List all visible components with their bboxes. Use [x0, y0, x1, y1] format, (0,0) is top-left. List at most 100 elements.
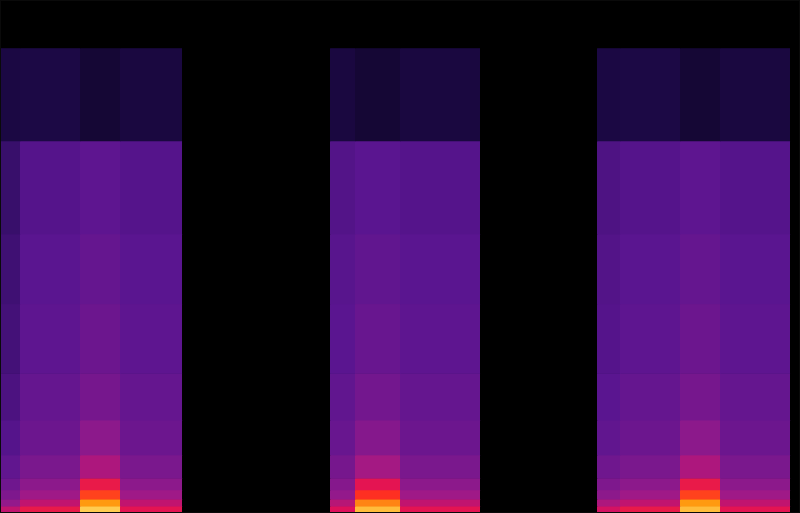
cell: [355, 499, 401, 506]
cell: [20, 478, 81, 490]
cell: [680, 490, 721, 500]
cell: [330, 48, 356, 142]
plot-frame: [1, 1, 800, 513]
cells: [0, 0, 800, 513]
cell: [355, 141, 401, 235]
cell: [620, 420, 681, 455]
cell: [120, 48, 183, 142]
cell: [720, 234, 791, 304]
cell: [790, 455, 800, 479]
cell: [20, 141, 81, 235]
cell: [620, 373, 681, 420]
cell: [80, 141, 121, 235]
cell: [80, 506, 121, 513]
cell: [597, 373, 621, 420]
cell: [680, 0, 721, 48]
cell: [0, 234, 21, 304]
cell: [0, 48, 21, 142]
cell: [120, 506, 183, 513]
cell: [597, 455, 621, 479]
cell: [120, 304, 183, 374]
cell: [355, 490, 401, 500]
cell: [620, 141, 681, 235]
cell: [480, 0, 598, 48]
cell: [355, 48, 401, 142]
cell: [680, 373, 721, 420]
cell: [620, 48, 681, 142]
cell: [20, 373, 81, 420]
cell: [620, 234, 681, 304]
cell: [0, 373, 21, 420]
background: [0, 0, 800, 513]
cell: [597, 141, 621, 235]
cell: [120, 420, 183, 455]
cell: [620, 455, 681, 479]
cell: [80, 455, 121, 479]
cell: [620, 0, 681, 48]
cell: [120, 490, 183, 500]
cell: [330, 234, 356, 304]
cell: [355, 304, 401, 374]
cell: [330, 455, 356, 479]
cell: [597, 490, 621, 500]
cell: [182, 304, 331, 374]
cell: [680, 420, 721, 455]
cell: [0, 490, 21, 500]
cell: [20, 48, 81, 142]
cell: [330, 304, 356, 374]
cell: [597, 234, 621, 304]
cell: [680, 141, 721, 235]
cell: [720, 48, 791, 142]
cell: [120, 499, 183, 506]
cell: [330, 506, 356, 513]
cell: [20, 420, 81, 455]
cell: [400, 141, 481, 235]
cell: [720, 455, 791, 479]
cell: [790, 234, 800, 304]
cell: [182, 420, 331, 455]
cell: [480, 490, 598, 500]
cell: [597, 304, 621, 374]
spectrogram: [0, 0, 800, 513]
cell: [400, 48, 481, 142]
cell: [620, 490, 681, 500]
cell: [597, 506, 621, 513]
cell: [790, 506, 800, 513]
cell: [0, 455, 21, 479]
cell: [400, 420, 481, 455]
cell: [720, 478, 791, 490]
cell: [80, 499, 121, 506]
cell: [720, 490, 791, 500]
cell: [0, 420, 21, 455]
cell: [790, 490, 800, 500]
cell: [0, 499, 21, 506]
cell: [480, 373, 598, 420]
cell: [720, 304, 791, 374]
cell: [400, 506, 481, 513]
cell: [680, 234, 721, 304]
cell: [182, 234, 331, 304]
cell: [20, 490, 81, 500]
cell: [720, 0, 791, 48]
cell: [0, 304, 21, 374]
cell: [20, 506, 81, 513]
cell: [182, 506, 331, 513]
cell: [80, 373, 121, 420]
cell: [0, 141, 21, 235]
cell: [480, 48, 598, 142]
cell: [680, 506, 721, 513]
cell: [330, 141, 356, 235]
cell: [790, 499, 800, 506]
cell: [330, 420, 356, 455]
cell: [620, 478, 681, 490]
cell: [20, 0, 81, 48]
cell: [355, 0, 401, 48]
cell: [20, 499, 81, 506]
cell: [480, 499, 598, 506]
cell: [480, 478, 598, 490]
cell: [80, 0, 121, 48]
cell: [355, 455, 401, 479]
cell: [120, 141, 183, 235]
cell: [680, 455, 721, 479]
cell: [120, 0, 183, 48]
